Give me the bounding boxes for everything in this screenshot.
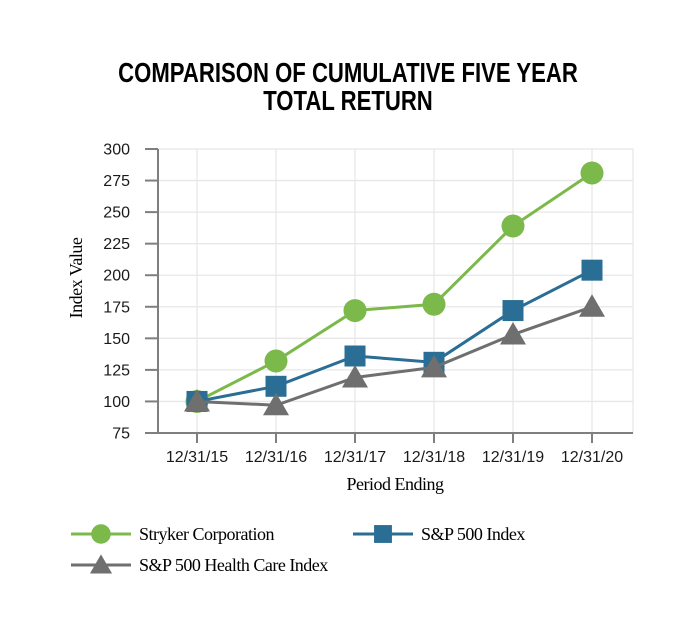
data-point-circle (264, 349, 288, 373)
circle-marker-icon (71, 524, 131, 544)
triangle-marker-icon (71, 554, 131, 574)
data-point-triangle (579, 294, 605, 317)
y-tick-label: 100 (103, 394, 130, 411)
y-tick-label: 225 (103, 236, 130, 253)
data-point-square (374, 525, 392, 543)
data-point-square (581, 259, 603, 281)
data-point-square (502, 300, 524, 322)
y-axis-title: Index Value (66, 237, 86, 318)
y-tick-label: 125 (103, 362, 130, 379)
data-point-square (265, 375, 287, 397)
legend-item-sp500-health-care-index: S&P 500 Health Care Index (71, 552, 328, 578)
y-tick-label: 175 (103, 299, 130, 316)
y-tick-label: 250 (103, 205, 130, 222)
data-point-circle (91, 524, 111, 544)
y-tick-label: 150 (103, 331, 130, 348)
y-tick-label: 300 (103, 142, 130, 159)
data-point-triangle (500, 322, 526, 345)
data-point-circle (422, 292, 446, 316)
data-point-triangle (421, 354, 447, 378)
data-point-circle (501, 214, 525, 238)
legend-label: Stryker Corporation (139, 523, 274, 544)
y-tick-label: 200 (103, 268, 130, 285)
x-axis-title: Period Ending (347, 474, 444, 494)
chart-title: COMPARISON OF CUMULATIVE FIVE YEAR TOTAL… (118, 57, 578, 116)
x-tick-label: 12/31/19 (482, 449, 544, 466)
chart-plot-area: 75 100 125 150 175 200 225 250 275 300 12/31/15 12/… (66, 142, 634, 494)
data-point-triangle (184, 388, 210, 412)
series-line (196, 268, 593, 403)
data-point-circle (580, 161, 604, 185)
data-point-triangle (342, 364, 368, 388)
x-tick-label: 12/31/15 (166, 449, 228, 466)
data-point-circle (343, 299, 367, 323)
y-tick-label: 275 (103, 173, 130, 190)
legend-label: S&P 500 Health Care Index (139, 554, 328, 575)
x-tick-label: 12/31/16 (245, 449, 307, 466)
y-tick-label: 75 (112, 426, 130, 443)
series-line (196, 305, 593, 407)
data-point-triangle (263, 392, 289, 416)
legend-label: S&P 500 Index (421, 523, 525, 544)
legend-item-sp500-index: S&P 500 Index (353, 521, 525, 547)
legend-item-stryker-corporation: Stryker Corporation (71, 521, 274, 547)
series-line (196, 171, 593, 403)
square-marker-icon (353, 525, 413, 543)
x-tick-label: 12/31/18 (403, 449, 465, 466)
x-tick-label: 12/31/17 (324, 449, 386, 466)
data-point-square (344, 345, 366, 367)
x-tick-label: 12/31/20 (561, 449, 623, 466)
data-point-triangle (89, 554, 113, 574)
